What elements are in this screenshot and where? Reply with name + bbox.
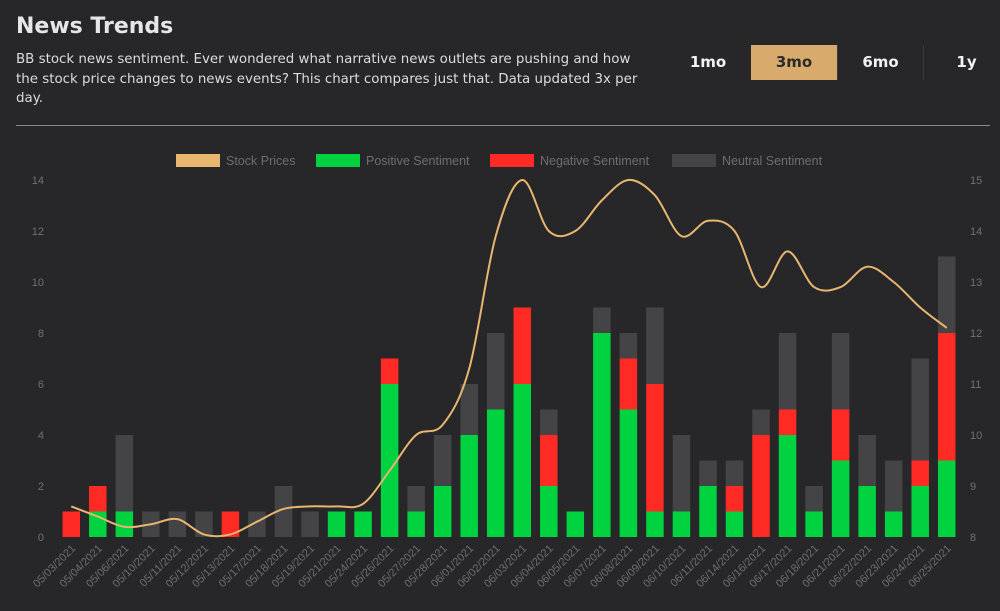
stock-price-line[interactable] xyxy=(70,178,948,538)
range-tabs: 1mo 3mo 6mo 1y xyxy=(665,45,1000,80)
news-sentiment-chart: Stock Prices Positive Sentiment Negative S… xyxy=(31,154,982,590)
bar-positive[interactable] xyxy=(805,511,823,538)
bar-positive[interactable] xyxy=(513,384,532,537)
bar-neutral[interactable] xyxy=(619,333,638,359)
bar-negative[interactable] xyxy=(89,486,107,512)
bar-neutral[interactable] xyxy=(725,460,744,487)
bar-negative[interactable] xyxy=(619,358,638,410)
page-description: BB stock news sentiment. Ever wondered w… xyxy=(16,52,638,106)
bar-positive[interactable] xyxy=(911,486,929,537)
legend-swatch-negative-sentiment[interactable] xyxy=(490,154,534,167)
bar-negative[interactable] xyxy=(62,511,81,538)
legend-label-stock-prices[interactable]: Stock Prices xyxy=(226,154,295,168)
bar-negative[interactable] xyxy=(221,511,240,538)
bar-negative[interactable] xyxy=(937,333,956,461)
bar-negative[interactable] xyxy=(646,384,664,512)
y-left-tick: 12 xyxy=(32,226,44,238)
bar-negative[interactable] xyxy=(778,409,797,436)
y-right-tick: 9 xyxy=(970,481,976,493)
bar-negative[interactable] xyxy=(513,307,532,385)
bar-neutral[interactable] xyxy=(433,435,452,486)
y-right-tick: 12 xyxy=(970,328,982,340)
bar-neutral[interactable] xyxy=(805,486,823,512)
bar-neutral[interactable] xyxy=(301,511,319,538)
legend-label-neutral-sentiment[interactable]: Neutral Sentiment xyxy=(722,154,823,168)
y-right-tick: 10 xyxy=(970,430,982,442)
bar-positive[interactable] xyxy=(327,511,346,538)
bar-neutral[interactable] xyxy=(168,511,187,538)
bar-negative[interactable] xyxy=(725,486,744,512)
bar-positive[interactable] xyxy=(566,511,585,538)
bar-positive[interactable] xyxy=(486,409,505,538)
y-left-tick: 4 xyxy=(38,430,44,442)
tab-1mo[interactable]: 1mo xyxy=(689,53,727,71)
bar-positive[interactable] xyxy=(672,511,691,538)
bar-positive[interactable] xyxy=(540,486,558,537)
bar-neutral[interactable] xyxy=(672,435,691,512)
y-left-tick: 0 xyxy=(38,532,44,544)
bar-neutral[interactable] xyxy=(778,333,797,410)
bar-neutral[interactable] xyxy=(884,460,903,512)
bar-positive[interactable] xyxy=(884,511,903,538)
bar-positive[interactable] xyxy=(725,511,744,538)
bar-neutral[interactable] xyxy=(115,435,134,512)
bar-positive[interactable] xyxy=(858,486,876,537)
bar-positive[interactable] xyxy=(619,409,638,538)
bar-neutral[interactable] xyxy=(752,409,770,436)
tab-3mo[interactable]: 3mo xyxy=(751,45,837,80)
bar-neutral[interactable] xyxy=(540,409,558,436)
legend-swatch-stock-prices[interactable] xyxy=(176,154,220,167)
y-left-tick: 14 xyxy=(32,175,44,187)
bar-positive[interactable] xyxy=(460,435,478,537)
bar-neutral[interactable] xyxy=(646,307,664,385)
legend-swatch-positive-sentiment[interactable] xyxy=(316,154,360,167)
bar-neutral[interactable] xyxy=(593,307,611,334)
bar-negative[interactable] xyxy=(752,435,770,537)
page-title: News Trends xyxy=(16,14,174,39)
y-right-tick: 11 xyxy=(970,379,981,391)
bar-positive[interactable] xyxy=(115,511,134,538)
bar-neutral[interactable] xyxy=(407,486,425,512)
legend-label-negative-sentiment[interactable]: Negative Sentiment xyxy=(540,154,650,168)
y-right-tick: 8 xyxy=(970,532,976,544)
bar-positive[interactable] xyxy=(937,460,956,538)
y-left-tick: 10 xyxy=(32,277,44,289)
y-left-tick: 2 xyxy=(38,481,44,493)
bar-negative[interactable] xyxy=(540,435,558,486)
bar-positive[interactable] xyxy=(593,333,611,537)
bar-negative[interactable] xyxy=(831,409,850,461)
bar-neutral[interactable] xyxy=(858,435,876,486)
bar-positive[interactable] xyxy=(699,486,717,537)
bar-negative[interactable] xyxy=(380,358,399,385)
bar-positive[interactable] xyxy=(646,511,664,538)
bar-positive[interactable] xyxy=(433,486,452,537)
bar-neutral[interactable] xyxy=(248,511,266,538)
y-left-tick: 6 xyxy=(38,379,44,391)
y-right-tick: 15 xyxy=(970,175,982,187)
bar-positive[interactable] xyxy=(778,435,797,537)
bar-neutral[interactable] xyxy=(274,486,293,537)
y-right-tick: 13 xyxy=(970,277,982,289)
bar-positive[interactable] xyxy=(407,511,425,538)
bar-neutral[interactable] xyxy=(195,511,213,538)
bar-neutral[interactable] xyxy=(699,460,717,487)
tab-1y[interactable]: 1y xyxy=(923,45,1000,80)
bar-positive[interactable] xyxy=(89,511,107,538)
bar-positive[interactable] xyxy=(354,511,372,538)
bar-neutral[interactable] xyxy=(460,384,478,435)
legend-swatch-neutral-sentiment[interactable] xyxy=(672,154,716,167)
bar-positive[interactable] xyxy=(831,460,850,538)
bar-neutral[interactable] xyxy=(911,358,929,461)
y-right-tick: 14 xyxy=(970,226,982,238)
legend-label-positive-sentiment[interactable]: Positive Sentiment xyxy=(366,154,470,168)
bar-neutral[interactable] xyxy=(937,256,956,334)
bar-positive[interactable] xyxy=(380,384,399,537)
bar-neutral[interactable] xyxy=(486,333,505,410)
bar-negative[interactable] xyxy=(911,460,929,487)
header-divider xyxy=(16,125,990,126)
tab-6mo[interactable]: 6mo xyxy=(837,45,923,80)
y-left-tick: 8 xyxy=(38,328,44,340)
bar-neutral[interactable] xyxy=(831,333,850,410)
